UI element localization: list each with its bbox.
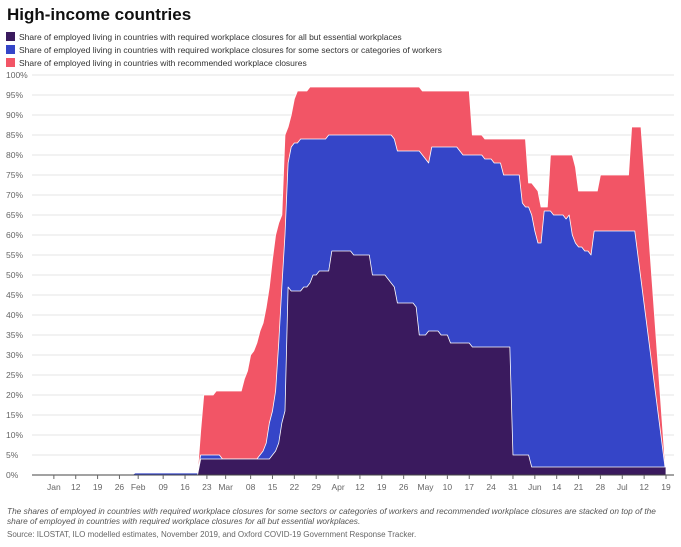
x-tick-label: May xyxy=(417,482,434,492)
legend-label-recommended-closure: Share of employed living in countries wi… xyxy=(19,57,307,68)
y-tick-label: 75% xyxy=(6,170,23,180)
y-tick-label: 55% xyxy=(6,250,23,260)
x-tick-label: 23 xyxy=(202,482,212,492)
y-tick-label: 25% xyxy=(6,370,23,380)
x-tick-label: 12 xyxy=(71,482,81,492)
x-tick-label: 19 xyxy=(661,482,671,492)
x-tick-label: 31 xyxy=(508,482,518,492)
chart-source: Source: ILOSTAT, ILO modelled estimates,… xyxy=(7,530,417,539)
legend-item-recommended-closure: Share of employed living in countries wi… xyxy=(6,56,442,69)
x-tick-label: 19 xyxy=(377,482,387,492)
x-tick-label: 24 xyxy=(486,482,496,492)
x-tick-label: 15 xyxy=(268,482,278,492)
x-tick-label: Jun xyxy=(528,482,542,492)
chart-svg: 0% 5% 10% 15% 20% 25% 30% 35% 40% 45% 50% 55% 60% 65%… xyxy=(6,70,674,492)
y-tick-label: 95% xyxy=(6,90,23,100)
y-tick-label: 60% xyxy=(6,230,23,240)
y-tick-label: 10% xyxy=(6,430,23,440)
x-tick-label: 14 xyxy=(552,482,562,492)
x-tick-label: Apr xyxy=(331,482,344,492)
x-tick-label: 12 xyxy=(355,482,365,492)
y-tick-label: 0% xyxy=(6,470,19,480)
x-tick-label: 21 xyxy=(574,482,584,492)
y-tick-label: 35% xyxy=(6,330,23,340)
x-tick-label: 10 xyxy=(443,482,453,492)
legend-item-full-closure: Share of employed living in countries wi… xyxy=(6,30,442,43)
x-tick-label: 16 xyxy=(180,482,190,492)
x-tick-label: 26 xyxy=(115,482,125,492)
x-tick-label: 12 xyxy=(639,482,649,492)
legend-swatch-full-closure xyxy=(6,32,15,41)
legend-swatch-partial-closure xyxy=(6,45,15,54)
legend: Share of employed living in countries wi… xyxy=(6,30,442,69)
y-tick-label: 50% xyxy=(6,270,23,280)
y-tick-label: 100% xyxy=(6,70,28,80)
x-tick-label: 29 xyxy=(311,482,321,492)
y-tick-label: 45% xyxy=(6,290,23,300)
y-tick-label: 90% xyxy=(6,110,23,120)
x-tick-label: Feb xyxy=(131,482,146,492)
y-tick-label: 65% xyxy=(6,210,23,220)
y-tick-label: 40% xyxy=(6,310,23,320)
x-tick-label: 19 xyxy=(93,482,103,492)
y-tick-label: 30% xyxy=(6,350,23,360)
legend-label-partial-closure: Share of employed living in countries wi… xyxy=(19,44,442,55)
y-tick-label: 80% xyxy=(6,150,23,160)
y-tick-label: 20% xyxy=(6,390,23,400)
x-tick-label: 08 xyxy=(246,482,256,492)
x-tick-label: 17 xyxy=(465,482,475,492)
legend-item-partial-closure: Share of employed living in countries wi… xyxy=(6,43,442,56)
x-tick-label: Jul xyxy=(617,482,628,492)
x-tick-label: 22 xyxy=(290,482,300,492)
x-tick-label: Mar xyxy=(218,482,233,492)
x-tick-label: Jan xyxy=(47,482,61,492)
y-tick-label: 85% xyxy=(6,130,23,140)
x-tick-label: 09 xyxy=(158,482,168,492)
chart-title: High-income countries xyxy=(7,5,192,24)
legend-label-full-closure: Share of employed living in countries wi… xyxy=(19,31,402,42)
y-tick-label: 70% xyxy=(6,190,23,200)
x-tick-label: 26 xyxy=(399,482,409,492)
legend-swatch-recommended-closure xyxy=(6,58,15,67)
y-tick-label: 5% xyxy=(6,450,19,460)
x-tick-label: 28 xyxy=(596,482,606,492)
chart-footnote: The shares of employed in countries with… xyxy=(7,506,656,526)
y-tick-label: 15% xyxy=(6,410,23,420)
